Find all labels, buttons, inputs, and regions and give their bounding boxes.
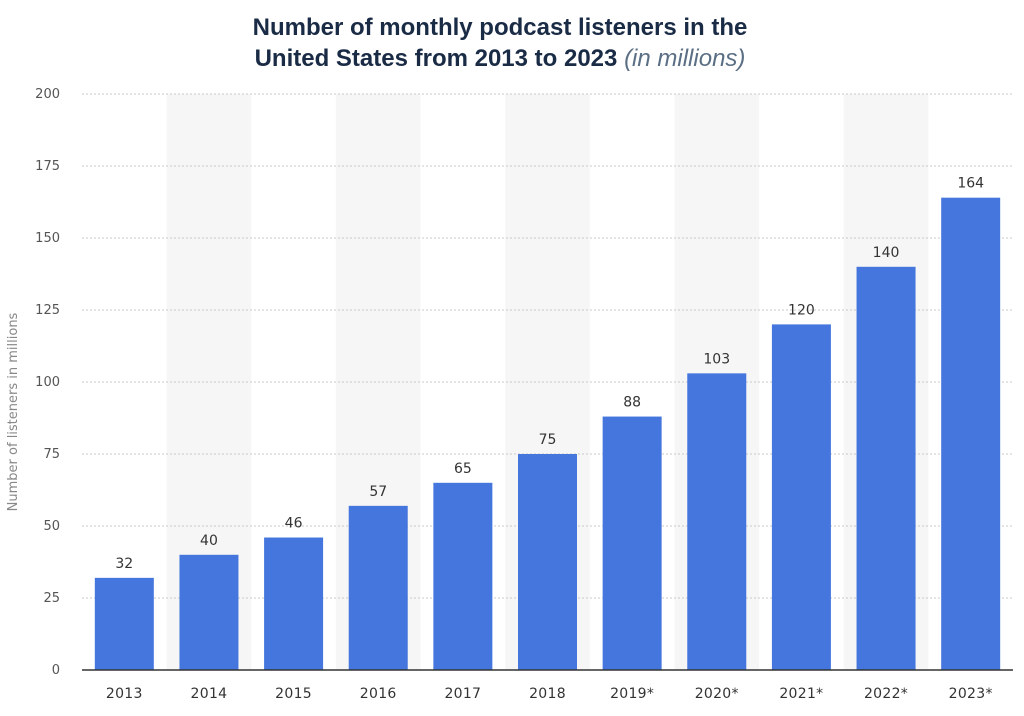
title-line-1: Number of monthly podcast listeners in t…	[252, 14, 748, 41]
bar-2018[interactable]	[518, 454, 577, 670]
y-tick-25: 25	[43, 591, 60, 606]
data-label-2021*: 120	[788, 302, 815, 318]
data-label-2015: 46	[285, 516, 303, 532]
title-line-2: United States from 2013 to 2023 (in mill…	[120, 43, 880, 74]
y-tick-100: 100	[35, 375, 60, 390]
y-tick-125: 125	[35, 303, 60, 318]
bar-2022*[interactable]	[856, 266, 916, 670]
x-tick-2015: 2015	[275, 686, 312, 702]
x-tick-2017: 2017	[444, 686, 481, 702]
x-tick-2016: 2016	[360, 686, 397, 702]
x-tick-2021*: 2021*	[779, 686, 823, 702]
x-tick-2022*: 2022*	[864, 686, 908, 702]
y-tick-50: 50	[43, 519, 60, 534]
data-labels: 32 40 46 57 65 75 88 103 120 140 164	[115, 176, 984, 572]
data-label-2013: 32	[115, 556, 133, 572]
y-tick-200: 200	[35, 87, 60, 102]
x-tick-2023*: 2023*	[949, 686, 993, 702]
x-tick-2018: 2018	[529, 686, 566, 702]
bars	[94, 197, 1001, 670]
data-label-2022*: 140	[873, 245, 900, 261]
x-axis-categories: 2013 2014 2015 2016 2017 2018 2019* 2020* 2021* 2…	[106, 686, 993, 702]
y-tick-150: 150	[35, 231, 60, 246]
x-tick-2020*: 2020*	[695, 686, 739, 702]
bar-2020*[interactable]	[687, 373, 747, 670]
bar-2023*[interactable]	[941, 197, 1001, 670]
y-tick-75: 75	[43, 447, 60, 462]
data-label-2023*: 164	[957, 176, 984, 192]
y-axis-ticks: 0 25 50 75 100 125 150 175 200	[35, 87, 60, 678]
data-label-2020*: 103	[703, 351, 730, 367]
chart-title: Number of monthly podcast listeners in t…	[120, 12, 880, 74]
bar-2017[interactable]	[433, 482, 493, 670]
chart-subtitle: (in millions)	[624, 45, 746, 72]
bar-2013[interactable]	[94, 577, 154, 670]
data-label-2018: 75	[539, 432, 557, 448]
data-label-2019*: 88	[623, 395, 641, 411]
data-label-2016: 57	[369, 484, 387, 500]
y-axis-title: Number of listeners in millions	[6, 312, 21, 511]
data-label-2017: 65	[454, 461, 472, 477]
bar-2015[interactable]	[264, 537, 324, 670]
title-line-2-text: United States from 2013 to 2023	[254, 45, 618, 72]
x-tick-2013: 2013	[106, 686, 143, 702]
y-tick-175: 175	[35, 159, 60, 174]
bar-2021*[interactable]	[771, 324, 831, 670]
bar-2019*[interactable]	[602, 416, 662, 670]
x-tick-2014: 2014	[191, 686, 228, 702]
x-tick-2019*: 2019*	[610, 686, 654, 702]
bar-2016[interactable]	[348, 505, 408, 670]
bar-2014[interactable]	[179, 554, 239, 670]
data-label-2014: 40	[200, 533, 218, 549]
y-tick-0: 0	[52, 663, 60, 678]
